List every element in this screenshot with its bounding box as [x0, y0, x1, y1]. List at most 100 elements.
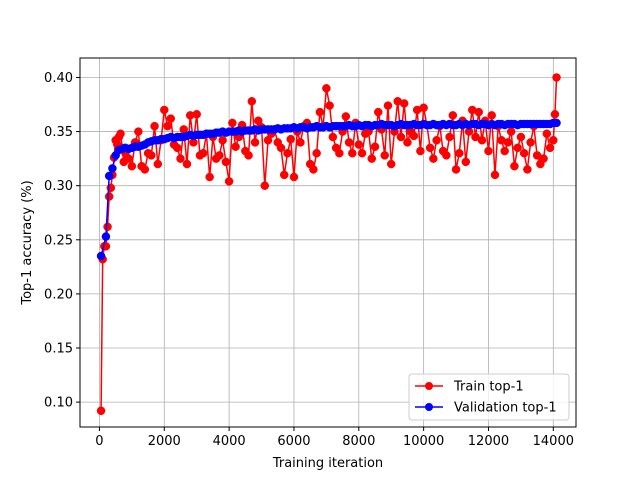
data-point: [286, 134, 295, 144]
x-tick-label: 12000: [468, 434, 509, 449]
data-point: [224, 177, 234, 186]
data-point: [218, 135, 227, 145]
data-point: [445, 132, 454, 142]
x-tick-label: 2000: [148, 434, 181, 449]
y-tick-label: 0.25: [44, 233, 73, 248]
data-point: [357, 148, 367, 158]
data-point: [283, 148, 292, 158]
x-tick-label: 10000: [403, 434, 444, 449]
data-point: [309, 165, 318, 174]
data-point: [205, 172, 214, 182]
data-point: [104, 171, 114, 181]
data-point: [134, 127, 143, 136]
data-point: [545, 143, 555, 153]
data-point: [247, 97, 257, 106]
data-point: [380, 151, 389, 160]
data-point: [289, 172, 299, 182]
data-point: [147, 151, 156, 160]
data-point: [519, 148, 529, 158]
series-validation: [96, 118, 561, 261]
y-tick-label: 0.35: [44, 125, 73, 140]
data-point: [96, 406, 106, 416]
data-point: [429, 154, 438, 163]
data-point: [510, 161, 519, 171]
data-point: [116, 129, 125, 138]
data-point: [150, 121, 159, 131]
data-point: [348, 148, 357, 158]
x-axis-ticks: 0 2000 4000 6000 8000 10000 12000 14000: [95, 427, 574, 449]
y-tick-label: 0.20: [44, 287, 73, 302]
data-point: [140, 165, 150, 174]
data-point: [416, 146, 425, 156]
data-point: [442, 151, 451, 160]
data-point: [176, 154, 185, 163]
data-point: [550, 110, 560, 119]
data-point: [153, 159, 163, 169]
data-point: [228, 118, 237, 128]
y-tick-label: 0.40: [44, 71, 73, 86]
data-point: [231, 142, 240, 151]
data-point: [166, 114, 176, 123]
data-point: [506, 127, 516, 136]
data-point: [500, 146, 509, 156]
data-point: [335, 148, 344, 158]
data-point: [250, 138, 260, 147]
data-point: [103, 222, 112, 232]
data-point: [403, 138, 412, 147]
legend-box: [408, 373, 570, 421]
data-point: [374, 107, 383, 117]
x-axis-title: Training iteration: [272, 456, 383, 471]
data-point: [448, 111, 458, 120]
data-point: [325, 101, 334, 110]
y-tick-label: 0.10: [44, 396, 73, 411]
data-point: [549, 135, 558, 145]
data-point: [312, 148, 321, 158]
data-point: [419, 103, 428, 113]
y-tick-label: 0.15: [44, 342, 73, 357]
data-point: [276, 143, 286, 153]
data-point: [490, 170, 500, 180]
x-tick-label: 4000: [213, 434, 246, 449]
data-point: [341, 112, 351, 121]
data-point: [409, 131, 419, 141]
y-tick-label: 0.30: [44, 179, 73, 194]
data-point: [315, 107, 325, 117]
data-point: [221, 157, 231, 167]
legend-label: Train top-1: [453, 380, 524, 395]
y-axis-ticks: 0.10 0.15 0.20 0.25 0.30 0.35 0.40: [44, 71, 80, 411]
series-layer: [96, 73, 561, 416]
data-point: [383, 101, 393, 110]
data-point: [163, 121, 172, 131]
data-point: [542, 129, 552, 138]
data-point: [328, 132, 338, 142]
data-point: [451, 165, 461, 174]
data-point: [96, 251, 106, 261]
x-tick-label: 14000: [533, 434, 574, 449]
legend-label: Validation top-1: [454, 401, 557, 416]
data-point: [101, 232, 111, 241]
data-point: [477, 135, 487, 145]
data-point: [526, 138, 535, 147]
data-point: [160, 105, 169, 115]
x-tick-label: 0: [95, 434, 103, 449]
x-tick-label: 8000: [342, 434, 375, 449]
legend: Train top-1 Validation top-1: [408, 373, 570, 421]
y-axis-title: Top-1 accuracy (%): [20, 180, 35, 305]
legend-marker: [425, 382, 433, 390]
data-point: [461, 157, 471, 167]
data-point: [552, 118, 561, 128]
data-point: [503, 138, 513, 147]
data-point: [127, 161, 137, 171]
data-point: [552, 73, 561, 82]
data-point: [370, 142, 380, 151]
data-point: [124, 154, 133, 163]
data-point: [192, 110, 201, 119]
data-point: [484, 146, 493, 156]
data-point: [367, 154, 377, 163]
data-point: [516, 132, 526, 142]
series-line: [100, 77, 558, 411]
data-point: [322, 84, 331, 93]
data-point: [279, 170, 289, 180]
data-point: [215, 151, 224, 160]
data-point: [487, 111, 496, 120]
